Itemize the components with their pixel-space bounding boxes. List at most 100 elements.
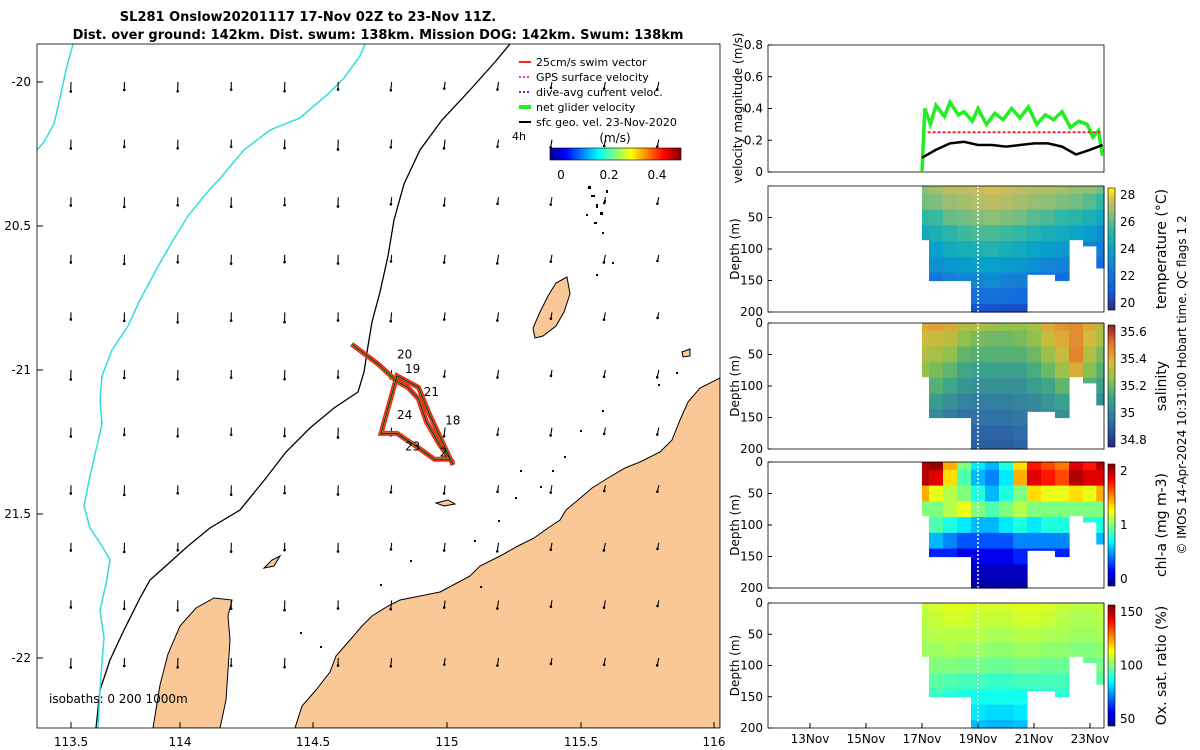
heatmap-cell (1096, 626, 1105, 643)
heatmap-cell (1055, 378, 1070, 395)
mainland-land (294, 377, 720, 728)
current-vector (390, 81, 393, 91)
map-ytick-4: -22 (11, 651, 31, 665)
heatmap-cell (1027, 209, 1042, 226)
heatmap-cell (1083, 209, 1097, 226)
heatmap-cell (985, 603, 1000, 612)
current-vector-head (442, 606, 446, 609)
current-vector-head (389, 491, 393, 494)
heatmap-cell (1055, 517, 1070, 534)
heatmap-cell (1069, 193, 1084, 211)
heatmap-cell (929, 362, 944, 379)
heatmap-cell (999, 288, 1014, 305)
depth-tick-label: 200 (740, 721, 763, 735)
depth-tick-label: 150 (740, 274, 763, 288)
current-vector-head (69, 90, 73, 93)
depth-tick-label: 0 (755, 316, 763, 330)
heatmap-cell (1013, 225, 1028, 242)
heatmap-cell (999, 580, 1014, 589)
heatmap-cell (929, 462, 944, 471)
depth-tick-label: 150 (740, 411, 763, 425)
current-vector-head (283, 491, 286, 495)
current-vector-head (549, 434, 552, 437)
heatmap-cell (922, 610, 930, 627)
heatmap-cell (1055, 603, 1070, 612)
heatmap-cell (1027, 548, 1042, 551)
coastal-rocks (300, 262, 678, 648)
heatmap-cell (929, 272, 944, 282)
heatmap-cell (1013, 409, 1028, 426)
current-vector (443, 139, 446, 149)
heatmap-cell (1083, 501, 1097, 518)
day-label: 19 (405, 362, 420, 376)
heatmap-cell (985, 193, 1000, 211)
heatmap-cell (1069, 362, 1084, 378)
heatmap-cell (957, 393, 972, 411)
heatmap-cell (985, 704, 1000, 721)
current-vector-head (69, 549, 73, 552)
current-vector-head (549, 374, 553, 378)
current-vector-head (229, 607, 233, 610)
heatmap-cell (1027, 688, 1042, 692)
current-vector-head (602, 606, 606, 609)
heatmap-cell (985, 548, 1000, 565)
colorbar-label: temperature (°C) (1154, 189, 1170, 309)
velocity-ytick-label: 0.2 (744, 133, 763, 147)
heatmap-cell (1096, 485, 1105, 502)
heatmap-cell (943, 610, 958, 627)
heatmap-cell (1096, 362, 1105, 379)
heatmap-cell (1055, 532, 1070, 550)
heatmap-cell (922, 225, 930, 241)
isobath-shelf-west (37, 44, 74, 151)
heatmap-cell (929, 532, 944, 550)
sfc-geo-track (351, 343, 454, 466)
heatmap-cell (1083, 517, 1097, 523)
heatmap-cell (971, 657, 986, 674)
heatmap-cell (1096, 346, 1105, 363)
heatmap-cell (929, 688, 944, 698)
depth-tick-label: 100 (740, 659, 763, 673)
heatmap-cell (971, 362, 986, 379)
velocity-ylabel: velocity magnitude (m/s) (731, 33, 745, 184)
colorbar-tick-label: 1 (1120, 518, 1128, 532)
colorbar-tick-label: 100 (1120, 659, 1143, 673)
heatmap-cell (1013, 610, 1028, 627)
heatmap-cell (1013, 501, 1028, 518)
heatmap-cell (985, 720, 1000, 729)
heatmap-cell (1096, 378, 1105, 395)
heatmap-cell (1069, 501, 1084, 517)
current-vector-head (602, 144, 606, 148)
temperature-panel: 50 100 150 200 Depth (m) 28 26 24 22 20 temperatur… (728, 185, 1170, 319)
heatmap-cell (971, 378, 986, 395)
heatmap-cell (922, 469, 930, 487)
heatmap-cell (999, 462, 1014, 471)
heatmap-cell (1013, 603, 1028, 612)
current-vector-head (336, 319, 340, 322)
heatmap-cell (1096, 323, 1105, 332)
current-vector-head (69, 147, 73, 150)
velocity-ytick-label: 0.4 (744, 102, 763, 116)
heatmap-cell (957, 532, 972, 550)
legend-gps-label: GPS surface velocity (536, 71, 649, 84)
map-frame (36, 43, 721, 729)
day-label: 20 (397, 347, 412, 361)
map-x-ticks: 113.5 114 114.5 115 115.5 116 (54, 722, 725, 749)
current-vector-head (602, 87, 606, 90)
heatmap-cell (957, 362, 972, 379)
map-colorbar-tick-1: 0.2 (599, 168, 618, 182)
heatmap-cell (929, 642, 944, 659)
current-vector-head (283, 260, 286, 264)
heatmap-cell (971, 393, 986, 411)
heatmap-cell (1069, 323, 1084, 332)
heatmap-cell (1041, 657, 1056, 674)
heatmap-cell (971, 272, 986, 289)
heatmap-cell (999, 256, 1014, 274)
heatmap-cell (1013, 425, 1028, 442)
current-vector-head (496, 490, 499, 493)
current-vector-head (442, 204, 446, 207)
heatmap-cell (922, 501, 930, 517)
heatmap-cell (943, 688, 958, 698)
heatmap-cell (957, 462, 972, 471)
island-small-3 (681, 348, 691, 358)
